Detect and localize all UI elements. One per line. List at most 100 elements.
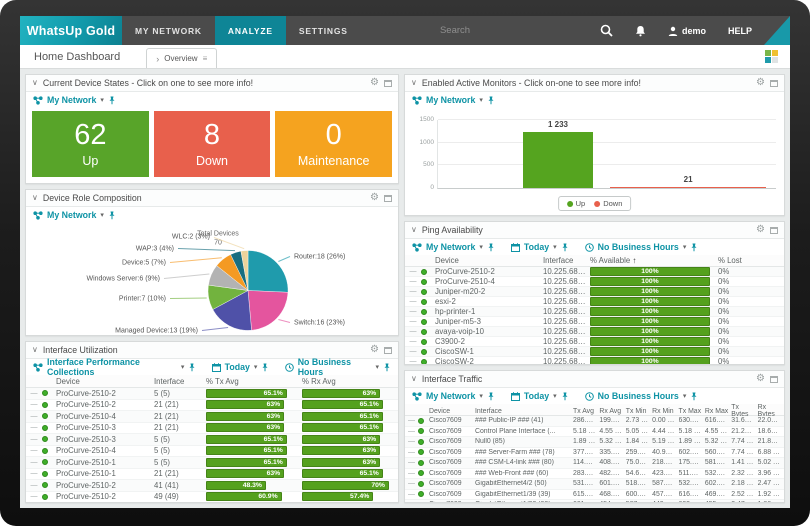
table-row[interactable]: — C3900-2 10.225.68.17 100% 0% bbox=[405, 337, 784, 347]
pin-icon[interactable] bbox=[690, 243, 698, 252]
gear-icon[interactable]: ⚙ bbox=[370, 344, 379, 355]
col-interface[interactable]: Interface bbox=[475, 407, 502, 415]
chevron-down-icon[interactable]: ▾ bbox=[682, 244, 687, 251]
col-tx-bytes[interactable]: Tx Bytes bbox=[731, 404, 749, 418]
tab-menu-icon[interactable]: ≡ bbox=[202, 54, 208, 63]
row-expander[interactable]: — bbox=[409, 328, 417, 335]
col-interface[interactable]: Interface bbox=[543, 256, 574, 265]
whatsup-gold-logo[interactable]: WhatsUp Gold bbox=[20, 16, 122, 45]
date-range-selector[interactable]: Today bbox=[224, 362, 250, 372]
row-expander[interactable]: — bbox=[409, 308, 417, 315]
table-row[interactable]: — CiscoSW-2 10.225.68.28 100% 0% bbox=[405, 357, 784, 364]
table-row[interactable]: — Cisco7609 GigabitEthernet1/39 (39) 615… bbox=[405, 490, 784, 500]
table-row[interactable]: — ProCurve-2510-3 21 (21) 63% 65.1% bbox=[26, 423, 398, 434]
scope-selector[interactable]: My Network bbox=[426, 242, 476, 252]
table-row[interactable]: — Cisco7609 ### CSM-L4-link ### (80) 114… bbox=[405, 458, 784, 469]
chevron-down-icon[interactable]: ▾ bbox=[479, 393, 483, 400]
collection-selector[interactable]: Interface Performance Collections bbox=[47, 357, 140, 377]
chevron-down-icon[interactable]: ▾ bbox=[253, 364, 258, 371]
chevron-down-icon[interactable]: ▾ bbox=[553, 393, 557, 400]
col-rx-max[interactable]: Rx Max bbox=[704, 407, 729, 415]
col-available[interactable]: % Available ↑ bbox=[590, 256, 637, 265]
col-rx-bytes[interactable]: Rx Bytes bbox=[757, 404, 775, 418]
chevron-down-icon[interactable]: ▾ bbox=[553, 244, 557, 251]
legend-up[interactable]: Up bbox=[566, 199, 585, 208]
table-row[interactable]: — ProCurve-2510-4 10.225.68.57 100% 0% bbox=[405, 277, 784, 287]
row-expander[interactable]: — bbox=[409, 288, 417, 295]
row-expander[interactable]: — bbox=[30, 401, 38, 409]
row-expander[interactable]: — bbox=[30, 481, 38, 489]
tile-down[interactable]: 8 Down bbox=[153, 111, 271, 177]
chevron-down-icon[interactable]: ▾ bbox=[375, 364, 379, 371]
chevron-down-icon[interactable]: ▾ bbox=[479, 244, 483, 251]
pin-icon[interactable] bbox=[561, 392, 569, 401]
table-row[interactable]: — Cisco7609 GigabitEthernet4/2 (50) 531.… bbox=[405, 479, 784, 490]
row-expander[interactable]: — bbox=[409, 298, 417, 305]
business-hours-selector[interactable]: No Business Hours bbox=[597, 242, 679, 252]
chevron-down-icon[interactable]: ▾ bbox=[479, 97, 483, 104]
table-row[interactable]: — ProCurve-2510-4 21 (21) 63% 65.1% bbox=[26, 411, 398, 423]
col-rx-min[interactable]: Rx Min bbox=[652, 407, 674, 415]
scope-selector[interactable]: My Network bbox=[47, 210, 97, 220]
pin-icon[interactable] bbox=[561, 243, 569, 252]
row-expander[interactable]: — bbox=[30, 447, 38, 455]
table-row[interactable]: — ProCurve-2510-2 21 (21) 63% 65.1% bbox=[26, 400, 398, 411]
row-expander[interactable]: — bbox=[30, 493, 38, 501]
business-hours-selector[interactable]: No Business Hours bbox=[297, 357, 351, 377]
table-row[interactable]: — Cisco7609 ### Server-Farm ### (78) 377… bbox=[405, 448, 784, 458]
row-expander[interactable]: — bbox=[408, 427, 415, 435]
row-expander[interactable]: — bbox=[30, 412, 38, 420]
panel-layout-icon[interactable] bbox=[770, 226, 778, 234]
table-row[interactable]: — Juniper-m5-3 10.225.68.39 100% 0% bbox=[405, 317, 784, 327]
table-row[interactable]: — Cisco7609 Control Plane Interface (...… bbox=[405, 427, 784, 437]
row-expander[interactable]: — bbox=[408, 448, 415, 456]
table-row[interactable]: — esxi-2 10.225.68.48 100% 0% bbox=[405, 297, 784, 307]
scope-selector[interactable]: My Network bbox=[47, 95, 97, 105]
table-row[interactable]: — Cisco7609 Null0 (85) 1.89 Gbps 5.32 Gb… bbox=[405, 437, 784, 448]
bar-up[interactable] bbox=[522, 132, 594, 188]
panel-layout-icon[interactable] bbox=[384, 79, 392, 87]
row-expander[interactable]: — bbox=[409, 278, 417, 285]
chevron-down-icon[interactable]: ▾ bbox=[100, 212, 104, 219]
row-expander[interactable]: — bbox=[30, 458, 38, 466]
row-expander[interactable]: — bbox=[409, 268, 417, 275]
chevron-down-icon[interactable]: ▾ bbox=[682, 393, 687, 400]
tile-maintenance[interactable]: 0 Maintenance bbox=[275, 111, 392, 177]
legend-down[interactable]: Down bbox=[594, 199, 622, 208]
panel-layout-icon[interactable] bbox=[384, 346, 392, 354]
pin-icon[interactable] bbox=[690, 392, 698, 401]
tab-overview[interactable]: › Overview ≡ bbox=[146, 48, 218, 68]
user-menu[interactable]: demo bbox=[658, 26, 716, 36]
col-tx-max[interactable]: Tx Max bbox=[678, 407, 702, 415]
gear-icon[interactable]: ⚙ bbox=[370, 77, 379, 88]
row-expander[interactable]: — bbox=[408, 480, 415, 488]
tab-settings[interactable]: SETTINGS bbox=[298, 25, 348, 36]
table-row[interactable]: — ProCurve-2510-1 5 (5) 65.1% 63% bbox=[26, 457, 398, 469]
pin-icon[interactable] bbox=[383, 363, 391, 372]
col-interface[interactable]: Interface bbox=[154, 376, 185, 386]
col-device[interactable]: Device bbox=[56, 376, 80, 386]
tile-up[interactable]: 62 Up bbox=[32, 111, 149, 177]
pin-icon[interactable] bbox=[487, 392, 495, 401]
table-row[interactable]: — ProCurve-2510-2 49 (49) 60.9% 57.4% bbox=[26, 492, 398, 503]
search-input[interactable] bbox=[439, 25, 590, 36]
table-row[interactable]: — ProCurve-2510-4 5 (5) 65.1% 63% bbox=[26, 446, 398, 457]
collapse-chevron-icon[interactable]: ∨ bbox=[32, 193, 38, 202]
row-expander[interactable]: — bbox=[30, 470, 38, 478]
row-expander[interactable]: — bbox=[408, 469, 415, 477]
col-tx-avg[interactable]: Tx Avg bbox=[573, 407, 594, 415]
collapse-chevron-icon[interactable]: ∨ bbox=[411, 374, 417, 383]
notifications-bell-icon[interactable] bbox=[624, 16, 658, 45]
panel-layout-icon[interactable] bbox=[384, 194, 392, 202]
pin-icon[interactable] bbox=[487, 243, 495, 252]
row-expander[interactable]: — bbox=[30, 389, 38, 397]
row-expander[interactable]: — bbox=[408, 459, 415, 467]
table-row[interactable]: — Cisco7609 ### Public-IP ### (41) 286.3… bbox=[405, 416, 784, 427]
gear-icon[interactable]: ⚙ bbox=[756, 373, 765, 384]
row-expander[interactable]: — bbox=[409, 338, 417, 345]
search-icon[interactable] bbox=[590, 16, 624, 45]
bar-down[interactable] bbox=[610, 186, 766, 188]
row-expander[interactable]: — bbox=[409, 358, 417, 364]
chevron-down-icon[interactable]: ▾ bbox=[180, 364, 185, 371]
row-expander[interactable]: — bbox=[408, 417, 415, 425]
